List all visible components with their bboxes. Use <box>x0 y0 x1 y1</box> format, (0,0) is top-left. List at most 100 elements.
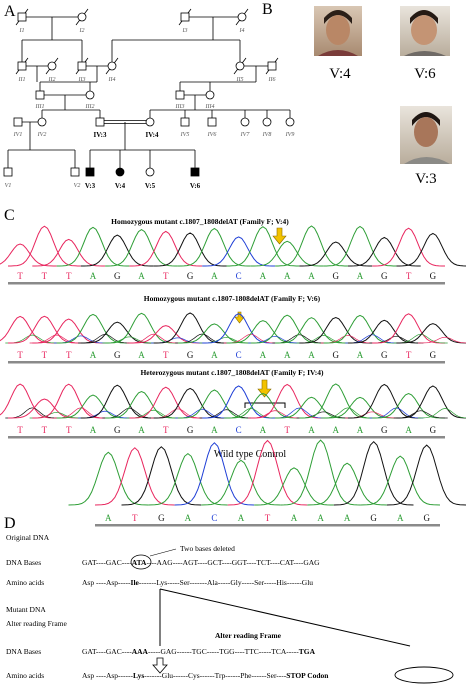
pedigree-label: IV7 <box>240 132 251 138</box>
base-call: T <box>42 350 48 360</box>
base-call: G <box>430 350 437 360</box>
trace-peak <box>347 236 421 267</box>
base-call: G <box>381 271 388 281</box>
base-call: A <box>344 513 351 523</box>
trace-peak <box>0 243 57 267</box>
trace-peak <box>347 319 421 344</box>
base-call: G <box>114 271 121 281</box>
base-call: G <box>187 271 194 281</box>
photo <box>314 6 362 56</box>
trace-peak <box>148 452 228 506</box>
note: Alter reading Frame <box>215 631 282 640</box>
sequence-row: Asp ----Asp------Lys-------Glu------Cys-… <box>82 671 329 680</box>
base-call: A <box>357 271 364 281</box>
base-call: G <box>114 350 121 360</box>
trace-peak <box>372 227 445 267</box>
base-call: T <box>17 350 23 360</box>
segment: GAT----GAC---- <box>82 558 132 567</box>
trace-peak <box>323 314 397 344</box>
base-call: A <box>284 350 291 360</box>
pedigree-label: III1 <box>35 104 45 110</box>
base-call: A <box>138 350 145 360</box>
pedigree-label: IV:4 <box>146 131 159 139</box>
base-call: A <box>105 513 112 523</box>
pedigree-lines <box>7 8 291 168</box>
base-call: G <box>381 350 388 360</box>
trace-peak <box>386 444 466 506</box>
sequence-underline <box>8 282 445 285</box>
pedigree-label: V:6 <box>190 182 201 190</box>
trace-noise <box>418 336 466 344</box>
base-call: T <box>284 425 290 435</box>
trace-peak <box>80 384 154 419</box>
base-call: A <box>90 271 97 281</box>
trace-peak <box>153 387 227 419</box>
pedigree-label: V:4 <box>115 182 126 190</box>
base-call: G <box>333 271 340 281</box>
base-call: G <box>430 271 437 281</box>
panel-label: B <box>262 1 273 18</box>
base-call: A <box>260 350 267 360</box>
sequence-row: Asp ----Asp-----Ile-------Lys-----Ser---… <box>82 578 313 587</box>
sequence-row: GAT----GAC----AAA-----GAG------TGC-----T… <box>82 647 316 656</box>
pedigree-label: IV1 <box>13 132 23 138</box>
base-call: A <box>284 271 291 281</box>
trace-peak <box>8 315 81 344</box>
photo-label: V:4 <box>329 66 351 82</box>
chromatogram-title: Heterozygous mutant c.1807_1808delAT (Fa… <box>140 368 324 377</box>
trace-peak <box>153 232 227 267</box>
base-call: C <box>236 271 242 281</box>
pedigree-label: II6 <box>268 77 276 83</box>
base-call: A <box>90 350 97 360</box>
base-call: A <box>405 425 412 435</box>
mutation-arrow <box>234 227 287 398</box>
pedigree-label: IV8 <box>262 132 272 138</box>
pointer <box>149 548 177 557</box>
pedigree-label: V:5 <box>145 182 156 190</box>
base-call: A <box>291 513 298 523</box>
trace-peak <box>105 390 178 419</box>
base-call: A <box>138 425 145 435</box>
chromatogram-title: Wild type Control <box>214 449 287 460</box>
base-call: A <box>238 513 245 523</box>
trace-peak <box>129 230 203 267</box>
trace-peak <box>8 225 81 267</box>
sequence-row: GAT----GAC----ATA----AAG----AGT----GCT--… <box>82 558 320 567</box>
base-call: G <box>370 513 377 523</box>
trace-peak <box>177 389 251 419</box>
trace-peak <box>201 459 281 506</box>
base-call: A <box>308 271 315 281</box>
base-call: A <box>308 350 315 360</box>
segment: GAT----GAC---- <box>82 647 132 656</box>
segment: -------Glu------Cys------Trp------Phe---… <box>144 671 287 680</box>
base-call: G <box>158 513 165 523</box>
base-call: G <box>114 425 121 435</box>
base-call: T <box>265 513 271 523</box>
pedigree-label: I4 <box>239 27 245 34</box>
trace-peak <box>32 318 106 344</box>
base-call: A <box>357 425 364 435</box>
pedigree-label: III3 <box>175 104 185 110</box>
sequence-underline <box>8 361 445 364</box>
pedigree-label: III2 <box>85 104 95 110</box>
pedigree-label: II4 <box>108 76 116 83</box>
pedigree-label: IV:3 <box>94 131 107 139</box>
base-call: A <box>211 350 218 360</box>
pedigree-label: V2 <box>74 183 81 189</box>
row-label: DNA Bases <box>6 558 41 567</box>
base-call: T <box>163 350 169 360</box>
base-call: A <box>260 425 267 435</box>
trace-peak <box>68 451 149 506</box>
trace-peak <box>105 229 178 267</box>
trace-peak <box>360 455 441 506</box>
trace-peak <box>396 385 466 419</box>
pedigree-label: IV2 <box>37 132 47 138</box>
base-call: G <box>187 425 194 435</box>
trace-peak <box>226 392 300 419</box>
pedigree-symbols <box>3 12 295 177</box>
trace-peak <box>94 447 175 506</box>
base-call: T <box>66 271 72 281</box>
pedigree-label: II1 <box>18 77 26 83</box>
trace-peak <box>56 313 130 344</box>
